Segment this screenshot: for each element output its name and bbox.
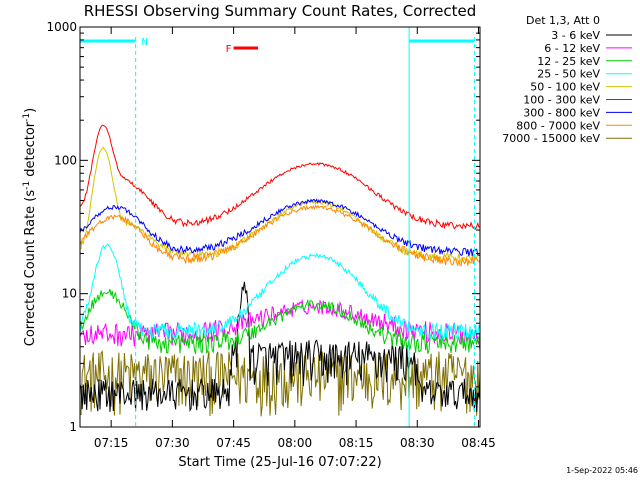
y-axis-label: Corrected Count Rate (s-1 detector-1) bbox=[22, 108, 38, 346]
chart-title: RHESSI Observing Summary Count Rates, Co… bbox=[84, 2, 477, 20]
legend-label-5: 100 - 300 keV bbox=[523, 94, 600, 107]
plot-area bbox=[79, 124, 481, 417]
series-line-1 bbox=[79, 298, 481, 347]
timestamp: 1-Sep-2022 05:46 bbox=[566, 466, 638, 475]
legend-label-1: 6 - 12 keV bbox=[544, 42, 600, 55]
legend-title: Det 1,3, Att 0 bbox=[526, 14, 600, 27]
series-line-2 bbox=[79, 288, 481, 355]
y-tick-label: 10 bbox=[62, 287, 77, 301]
legend-label-2: 12 - 25 keV bbox=[537, 55, 600, 68]
series-line-6 bbox=[79, 198, 481, 257]
legend-label-8: 7000 - 15000 keV bbox=[502, 132, 600, 145]
y-tick-label: 1 bbox=[69, 420, 77, 434]
x-tick-label: 08:45 bbox=[461, 436, 496, 450]
x-axis-label: Start Time (25-Jul-16 07:07:22) bbox=[178, 455, 381, 470]
legend-label-4: 50 - 100 keV bbox=[530, 81, 600, 94]
axis-layer: 07:15 07:30 07:45 08:00 08:15 08:30 08:45 1 10 10… bbox=[46, 20, 495, 450]
flag-layer: NF bbox=[80, 27, 475, 427]
legend-label-0: 3 - 6 keV bbox=[551, 29, 600, 42]
series-line-5 bbox=[79, 124, 481, 231]
flare-flag-label: F bbox=[225, 44, 231, 55]
legend-label-3: 25 - 50 keV bbox=[537, 68, 600, 81]
series-line-8 bbox=[79, 350, 481, 417]
y-tick-label: 100 bbox=[54, 153, 77, 167]
x-tick-label: 07:45 bbox=[216, 436, 251, 450]
y-tick-label: 1000 bbox=[46, 20, 77, 34]
x-tick-label: 08:30 bbox=[400, 436, 435, 450]
night-flag-label: N bbox=[142, 37, 148, 48]
x-tick-label: 07:15 bbox=[94, 436, 129, 450]
series-line-3 bbox=[79, 243, 481, 342]
x-tick-label: 08:00 bbox=[278, 436, 313, 450]
series-line-0 bbox=[79, 281, 481, 412]
plot-frame bbox=[79, 26, 481, 428]
series-line-7 bbox=[79, 204, 481, 267]
x-tick-label: 08:15 bbox=[339, 436, 374, 450]
legend-label-7: 800 - 7000 keV bbox=[516, 119, 600, 132]
x-tick-label: 07:30 bbox=[155, 436, 190, 450]
legend-label-6: 300 - 800 keV bbox=[523, 106, 600, 119]
